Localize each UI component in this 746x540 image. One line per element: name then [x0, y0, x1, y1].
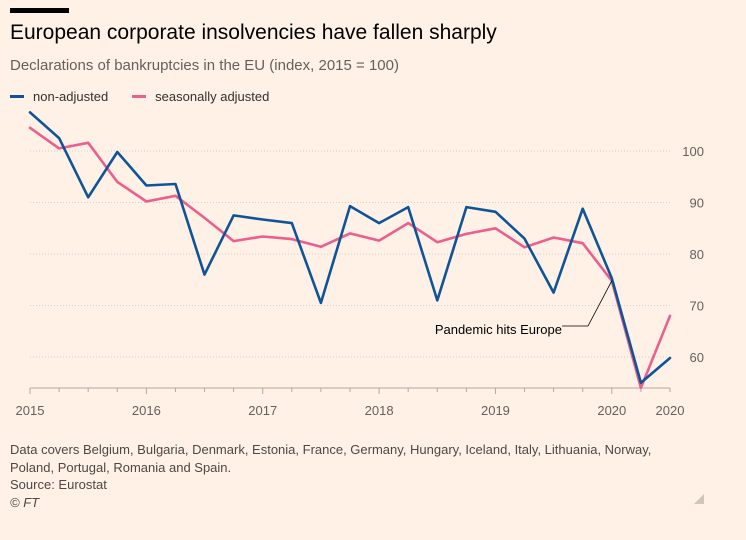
x-tick-label-3: 2018 — [365, 403, 394, 418]
y-tick-label-80: 80 — [690, 247, 704, 262]
x-tick-label-0: 2015 — [16, 403, 45, 418]
y-tick-label-100: 100 — [682, 144, 704, 159]
footnote: Data covers Belgium, Bulgaria, Denmark, … — [10, 441, 690, 511]
footnote-line-1: Data covers Belgium, Bulgaria, Denmark, … — [10, 441, 690, 459]
y-tick-label-90: 90 — [690, 196, 704, 211]
x-tick-label-1: 2016 — [132, 403, 161, 418]
ft-credit: © FT — [10, 494, 690, 512]
annotation-pandemic-label: Pandemic hits Europe — [435, 322, 562, 337]
y-tick-label-70: 70 — [690, 299, 704, 314]
resize-corner-icon — [694, 494, 704, 504]
series-line-non-adjusted — [30, 112, 670, 382]
x-tick-label-4: 2019 — [481, 403, 510, 418]
x-tick-label-6: 2020 — [656, 403, 685, 418]
x-tick-label-2: 2017 — [248, 403, 277, 418]
annotation-leader-line — [562, 281, 612, 326]
x-tick-label-5: 2020 — [597, 403, 626, 418]
series-line-seasonally-adjusted — [30, 128, 670, 388]
source-line: Source: Eurostat — [10, 476, 690, 494]
footnote-line-2: Poland, Portugal, Romania and Spain. — [10, 459, 690, 477]
y-tick-label-60: 60 — [690, 350, 704, 365]
